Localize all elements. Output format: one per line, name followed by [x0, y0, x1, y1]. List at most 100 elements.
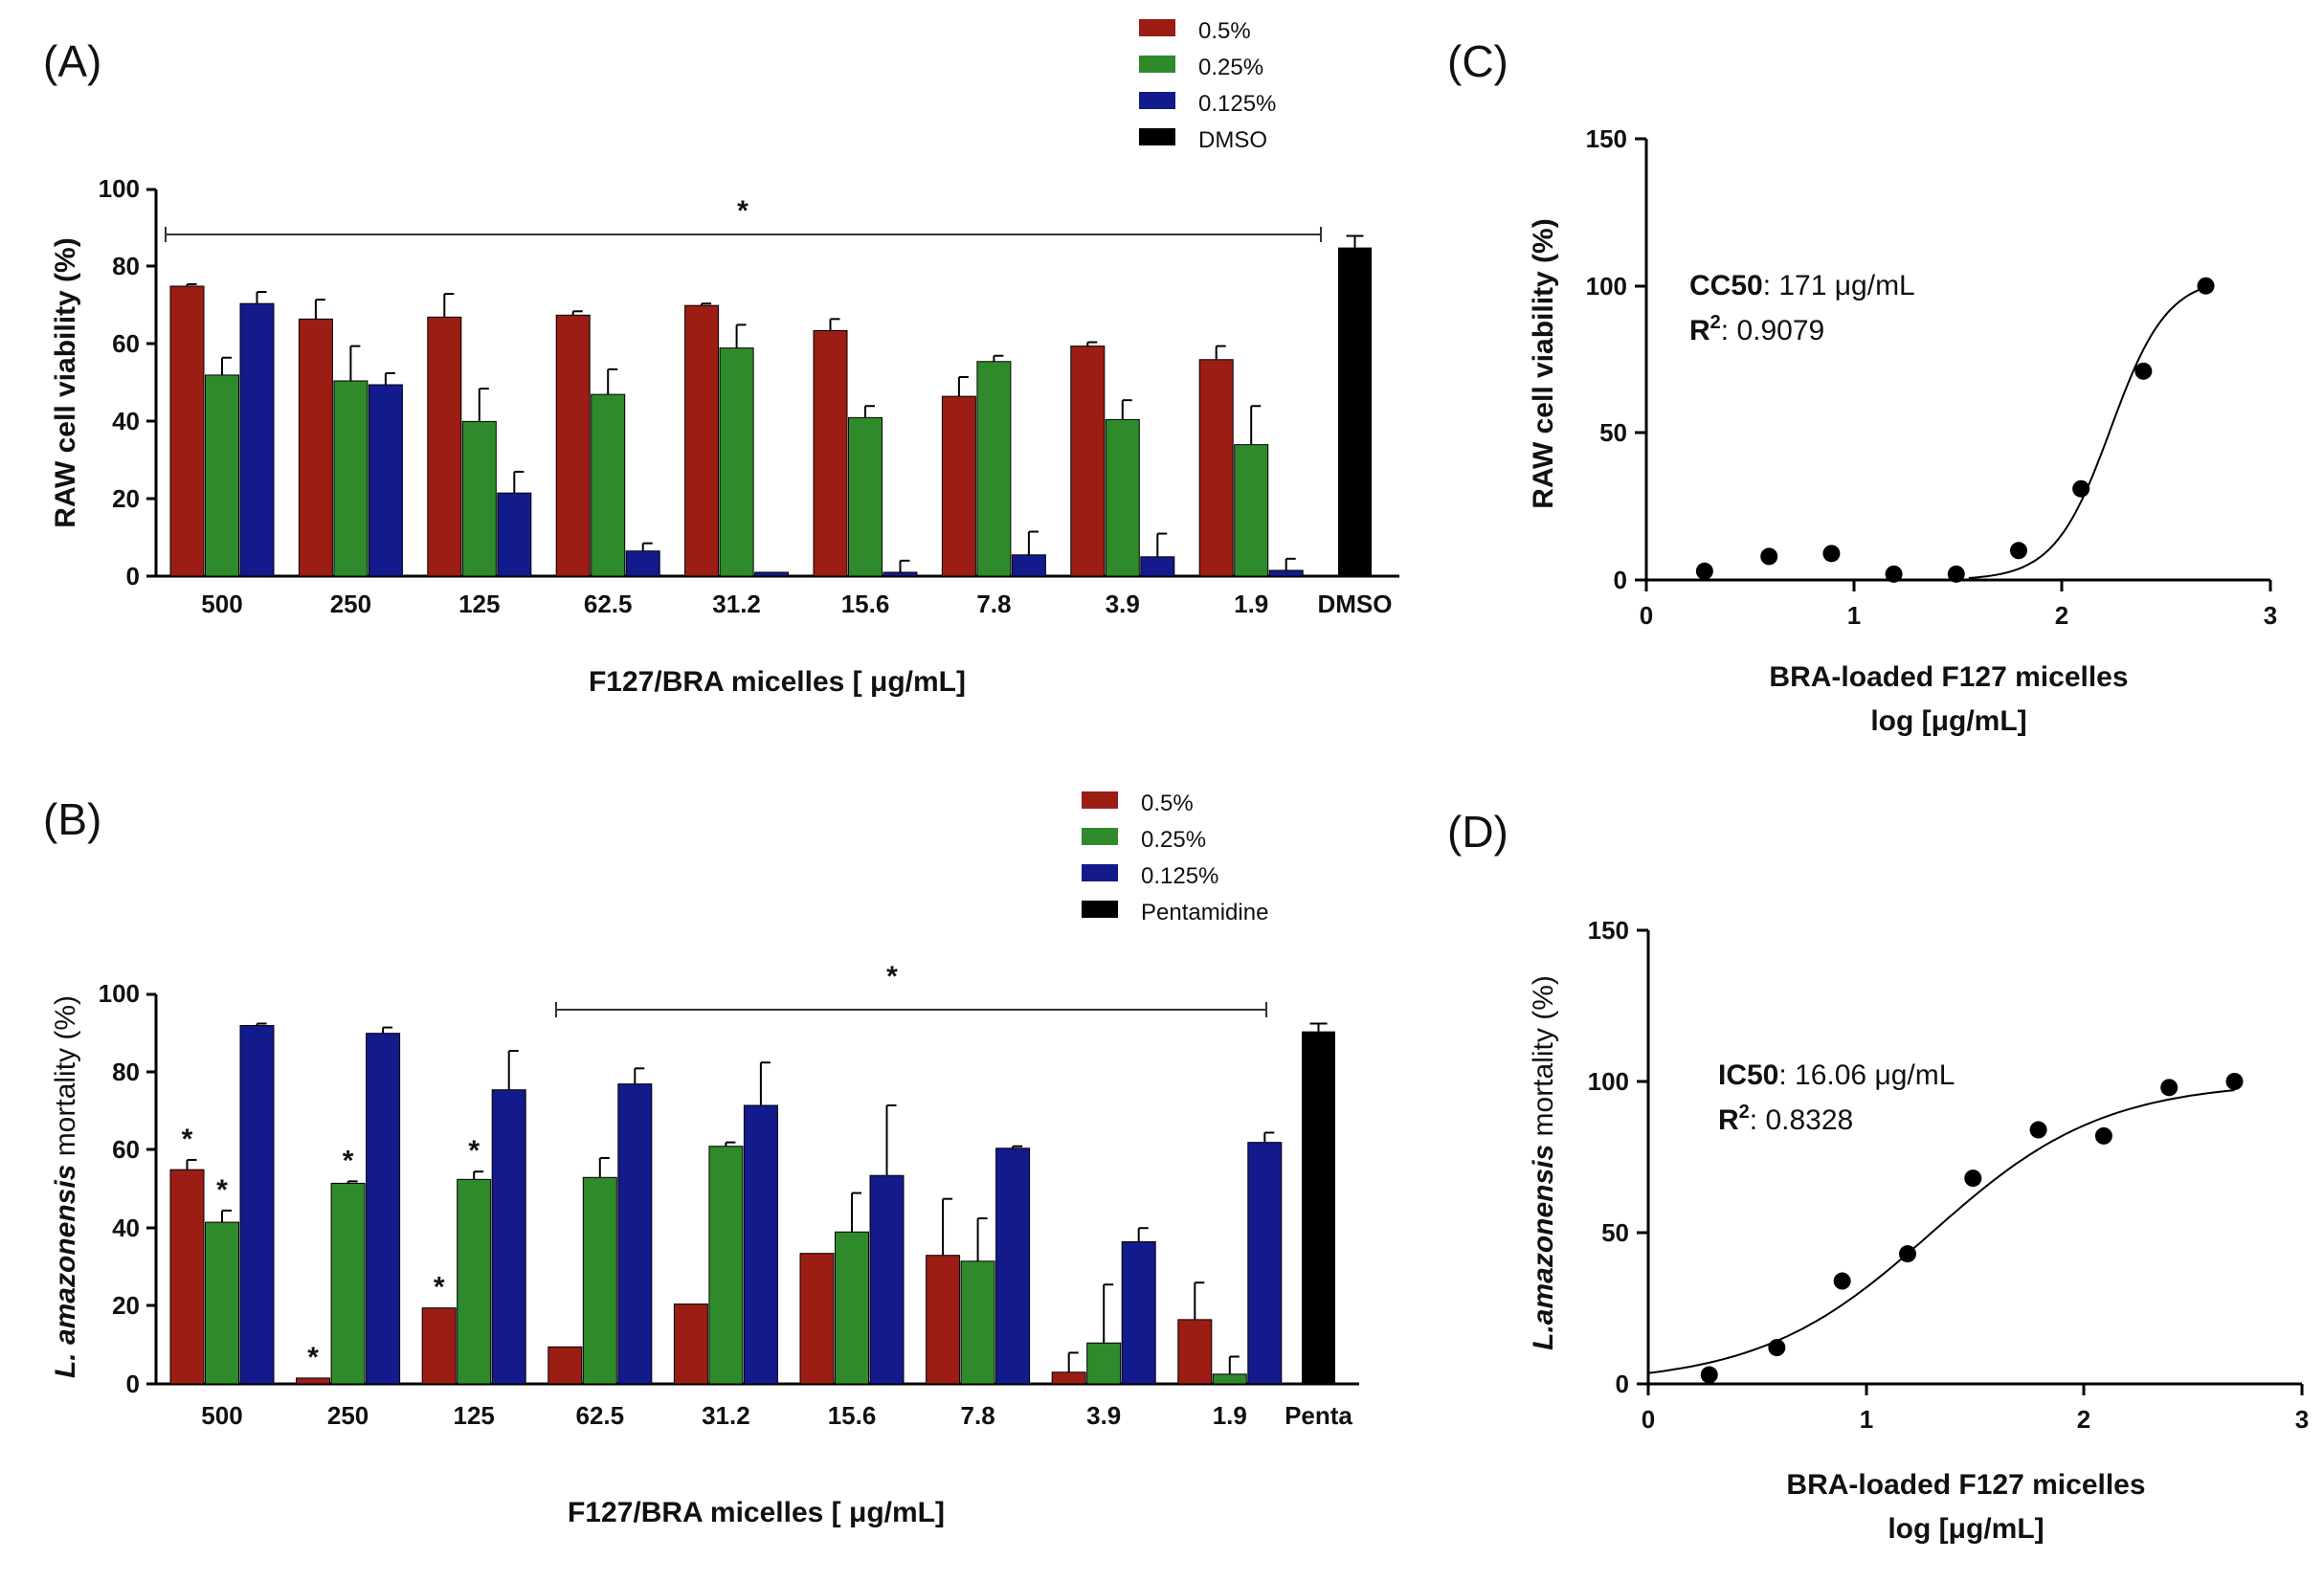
- panel-b-x-axis-title: F127/BRA micelles [ μg/mL]: [568, 1497, 945, 1528]
- panel-b-bar-15.6-s2: [869, 1174, 905, 1385]
- panel-a-ytick-60: 60: [112, 329, 140, 358]
- panel-b-ytick-60: 60: [112, 1135, 140, 1164]
- panel-a-ytick-20: 20: [112, 484, 140, 513]
- panel-a-bar-500-s2: [239, 302, 275, 577]
- legend-b-swatch-control: [1082, 901, 1118, 918]
- panel-c-cc50: CC50: 171 μg/mL: [1689, 270, 1915, 301]
- panel-b-star-500-s1: *: [216, 1174, 228, 1206]
- panel-a-bar-1.9-s0: [1198, 359, 1234, 577]
- panel-a-bar-7.8-s2: [1011, 554, 1046, 577]
- panel-c-scatter: (C) 0 50 100 150 0 1 2 3 RAW cell viabil…: [1447, 36, 2277, 737]
- panel-a-bar-250-s1: [333, 380, 369, 577]
- panel-b-xtick-3.9: 3.9: [1086, 1401, 1121, 1430]
- legend-a-label-05: 0.5%: [1198, 18, 1251, 44]
- panel-a-bar-chart: (A) 0.5% 0.25% 0.125% DMSO 0 20 40 60 80…: [43, 18, 1399, 698]
- panel-a-ytick-80: 80: [112, 252, 140, 280]
- panel-d-y-axis-title: L.amazonensis mortality (%): [1528, 975, 1559, 1350]
- panel-d-annotation: IC50: 16.06 μg/mL R2: 0.8328: [1718, 1059, 1955, 1136]
- panel-b-star-250-s0: *: [307, 1342, 319, 1373]
- panel-a-bar-3.9-s1: [1105, 418, 1140, 577]
- panel-b-significance-star: *: [886, 961, 898, 992]
- panel-d-xtick-0: 0: [1642, 1405, 1655, 1434]
- panel-a-bar-62.5-s1: [591, 393, 626, 577]
- panel-b-bar-31.2-s0: [673, 1303, 708, 1385]
- panel-b-bar-7.8-s0: [926, 1255, 961, 1385]
- panel-d-x-axis-title-line1: BRA-loaded F127 micelles: [1786, 1469, 2145, 1501]
- panel-b-ytick-80: 80: [112, 1058, 140, 1086]
- panel-d-ytick-100: 100: [1588, 1067, 1629, 1096]
- legend-a-label-025: 0.25%: [1198, 55, 1263, 80]
- panel-b-xtick-15.6: 15.6: [828, 1401, 877, 1430]
- legend-a-label-0125: 0.125%: [1198, 91, 1276, 117]
- panel-c-label: (C): [1447, 36, 1508, 86]
- legend-b-swatch-0125: [1082, 864, 1118, 881]
- panel-d-x-axis-title-line2: log [μg/mL]: [1888, 1513, 2044, 1545]
- legend-b-label-control: Pentamidine: [1141, 900, 1268, 925]
- panel-c-ytick-150: 150: [1586, 124, 1627, 153]
- legend-b-swatch-05: [1082, 791, 1118, 809]
- panel-b-ytick-0: 0: [126, 1370, 140, 1398]
- panel-d-fit-curve: [1647, 1089, 2235, 1374]
- panel-a-x-axis-title: F127/BRA micelles [ μg/mL]: [589, 666, 966, 698]
- panel-d-label: (D): [1447, 807, 1508, 857]
- panel-b-y-axis: 0 20 40 60 80 100 L. amazonensis mortali…: [50, 979, 158, 1398]
- panel-a-bar-500-s0: [169, 285, 205, 577]
- panel-d-ytick-50: 50: [1601, 1218, 1629, 1247]
- panel-c-xtick-0: 0: [1640, 601, 1653, 630]
- panel-b-bar-500-s1: [205, 1221, 239, 1385]
- panel-a-y-axis: 0 20 40 60 80 100 RAW cell viability (%): [50, 174, 158, 590]
- panel-d-ytick-0: 0: [1616, 1370, 1629, 1398]
- panel-c-x-axis-title-line1: BRA-loaded F127 micelles: [1769, 661, 2128, 693]
- panel-d-point-3: [1898, 1245, 1916, 1263]
- legend-a-swatch-025: [1139, 56, 1175, 73]
- panel-c-plot: [1695, 277, 2215, 583]
- panel-d-point-4: [1964, 1170, 1982, 1188]
- panel-d-point-1: [1768, 1339, 1786, 1357]
- panel-a-bar-control: [1338, 247, 1372, 576]
- panel-a-bar-62.5-s0: [555, 314, 591, 577]
- panel-b-bar-62.5-s1: [582, 1176, 617, 1385]
- panel-d-point-5: [2029, 1121, 2047, 1139]
- panel-a-ytick-0: 0: [126, 562, 140, 590]
- panel-d-point-6: [2094, 1126, 2112, 1145]
- panel-b-ytick-40: 40: [112, 1214, 140, 1242]
- panel-b-xtick-125: 125: [454, 1401, 495, 1430]
- panel-c-point-7: [2134, 362, 2153, 380]
- panel-a-bar-15.6-s2: [883, 571, 918, 577]
- panel-c-annotation: CC50: 171 μg/mL R2: 0.9079: [1689, 270, 1915, 346]
- panel-c-r2: R2: 0.9079: [1689, 312, 1824, 346]
- panel-b-xtick-250: 250: [327, 1401, 369, 1430]
- panel-b-bar-15.6-s1: [835, 1231, 869, 1385]
- panel-a-xtick-250: 250: [330, 590, 371, 618]
- panel-a-legend: 0.5% 0.25% 0.125% DMSO: [1139, 18, 1276, 153]
- panel-a-bar-31.2-s2: [754, 571, 790, 577]
- panel-a-bar-250-s0: [298, 318, 333, 577]
- panel-c-fit-curve: [1968, 286, 2206, 579]
- legend-b-label-0125: 0.125%: [1141, 863, 1218, 889]
- panel-a-y-axis-title: RAW cell viability (%): [50, 237, 81, 527]
- panel-a-xtick-15.6: 15.6: [841, 590, 890, 618]
- panel-a-bar-1.9-s2: [1268, 569, 1304, 577]
- panel-a-bar-62.5-s2: [625, 550, 660, 577]
- panel-c-ytick-100: 100: [1586, 272, 1627, 301]
- panel-b-legend: 0.5% 0.25% 0.125% Pentamidine: [1082, 791, 1268, 925]
- panel-b-ytick-100: 100: [99, 979, 140, 1008]
- panel-c-point-6: [2072, 479, 2090, 498]
- panel-a-xtick-7.8: 7.8: [976, 590, 1011, 618]
- panel-a-significance: *: [165, 195, 1322, 242]
- panel-b-bar-3.9-s1: [1086, 1342, 1122, 1385]
- panel-b-bar-1.9-s0: [1177, 1319, 1213, 1385]
- panel-b-xtick-control: Penta: [1285, 1401, 1352, 1430]
- panel-d-r2: R2: 0.8328: [1718, 1102, 1853, 1136]
- panel-b-star-250-s1: *: [343, 1145, 354, 1176]
- panel-b-bar-15.6-s0: [799, 1253, 835, 1385]
- panel-b-bar-3.9-s2: [1121, 1240, 1156, 1385]
- panel-b-bar-500-s2: [239, 1025, 275, 1385]
- panel-a-xtick-3.9: 3.9: [1106, 590, 1140, 618]
- panel-d-plot: [1647, 1073, 2244, 1384]
- panel-c-xtick-1: 1: [1847, 601, 1861, 630]
- panel-a-bar-500-s1: [205, 374, 239, 577]
- panel-b-bar-250-s0: [296, 1377, 331, 1385]
- panel-d-xtick-1: 1: [1860, 1405, 1873, 1434]
- panel-d-scatter: (D) 0 50 100 150 0 1 2 3 L.amazonensis m…: [1447, 807, 2309, 1545]
